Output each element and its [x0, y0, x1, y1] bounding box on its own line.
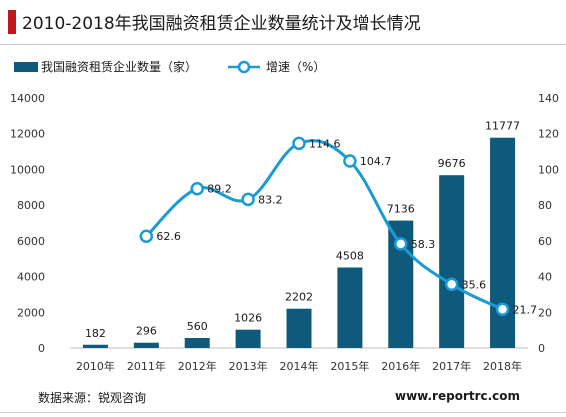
- bar-data-label: 2202: [285, 291, 313, 304]
- y-left-tick-label: 2000: [17, 306, 45, 319]
- axes: 0 2000 4000 6000 8000 10000 12000 14000 0 20 40 60 8…: [10, 92, 559, 373]
- growth-data-label: 58.3: [411, 238, 436, 251]
- y-right-tick-label: 60: [538, 235, 552, 248]
- chart-title: 2010-2018年我国融资租赁企业数量统计及增长情况: [22, 14, 421, 34]
- x-tick-label: 2013年: [229, 359, 268, 373]
- x-tick-label: 2011年: [127, 359, 166, 373]
- bar: [133, 342, 159, 348]
- y-left-tick-label: 12000: [10, 128, 45, 141]
- growth-point: [444, 277, 459, 292]
- y-left-tick-label: 14000: [10, 92, 45, 105]
- y-right-tick-label: 100: [538, 163, 559, 176]
- y-left-tick-label: 6000: [17, 235, 45, 248]
- x-tick-label: 2014年: [280, 359, 319, 373]
- bar-data-label: 182: [85, 327, 106, 340]
- growth-point: [394, 237, 408, 251]
- data-source: 数据来源：锐观咨询: [38, 391, 147, 405]
- legend-line-label: 增速（%）: [266, 60, 325, 74]
- growth-data-label: 62.6: [156, 230, 181, 243]
- bar: [235, 329, 261, 348]
- growth-point: [139, 229, 154, 243]
- x-tick-label: 2018年: [483, 359, 522, 373]
- y-left-tick-label: 0: [38, 342, 45, 355]
- legend-line-marker: [237, 60, 251, 74]
- bar-data-label: 1026: [234, 312, 262, 325]
- y-left-tick-label: 10000: [10, 163, 45, 176]
- growth-point: [241, 192, 255, 207]
- bar: [439, 175, 465, 348]
- bar: [184, 338, 210, 348]
- bar: [490, 137, 516, 348]
- bar-data-label: 296: [136, 325, 157, 338]
- legend-bar-swatch: [14, 62, 38, 72]
- bar-data-label: 560: [187, 320, 208, 333]
- y-left-tick-label: 4000: [17, 271, 45, 284]
- bar-data-label: 9676: [438, 157, 466, 170]
- legend: 我国融资租赁企业数量（家） 增速（%）: [14, 59, 325, 74]
- y-right-tick-label: 0: [538, 342, 545, 355]
- bar: [82, 344, 108, 348]
- growth-point: [292, 136, 306, 151]
- growth-data-label: 83.2: [258, 193, 283, 206]
- y-left-tick-label: 8000: [17, 199, 45, 212]
- y-right-tick-label: 120: [538, 128, 559, 141]
- bottom-divider: [0, 412, 566, 413]
- growth-line-labels: 62.6 89.2 83.2 114.6 104.7 58.3 35.6 21.7: [156, 137, 537, 316]
- x-tick-label: 2016年: [381, 359, 420, 373]
- growth-line-series: [139, 136, 510, 316]
- bar-data-label: 11777: [485, 120, 520, 133]
- growth-data-label: 89.2: [207, 183, 232, 196]
- growth-data-label: 35.6: [462, 278, 487, 291]
- x-tick-label: 2017年: [432, 359, 471, 373]
- growth-point: [495, 302, 510, 316]
- chart: 我国融资租赁企业数量（家） 增速（%） 0 2000 4000 6000 8000 100…: [10, 59, 559, 373]
- bar: [286, 308, 312, 348]
- y-right-tick-label: 140: [538, 92, 559, 105]
- y-right-tick-label: 20: [538, 306, 552, 319]
- growth-point: [343, 154, 357, 168]
- growth-point: [190, 181, 204, 196]
- legend-bar-label: 我国融资租赁企业数量（家）: [41, 59, 197, 74]
- bar: [337, 267, 363, 348]
- growth-data-label: 114.6: [309, 137, 341, 150]
- y-right-tick-label: 40: [538, 271, 552, 284]
- title-accent-bar: [8, 10, 16, 34]
- bar-labels: 182 296 560 1026 2202 4508 7136 9676 11777: [85, 120, 520, 340]
- x-tick-label: 2012年: [178, 359, 217, 373]
- website-link[interactable]: www.reportrc.com: [395, 389, 521, 403]
- y-right-tick-label: 80: [538, 199, 552, 212]
- growth-data-label: 21.7: [513, 303, 538, 316]
- x-tick-label: 2015年: [330, 359, 369, 373]
- bar-data-label: 7136: [387, 203, 415, 216]
- bar-data-label: 4508: [336, 250, 364, 263]
- growth-data-label: 104.7: [360, 155, 392, 168]
- title-bar: 2010-2018年我国融资租赁企业数量统计及增长情况: [0, 0, 566, 45]
- x-tick-label: 2010年: [76, 359, 115, 373]
